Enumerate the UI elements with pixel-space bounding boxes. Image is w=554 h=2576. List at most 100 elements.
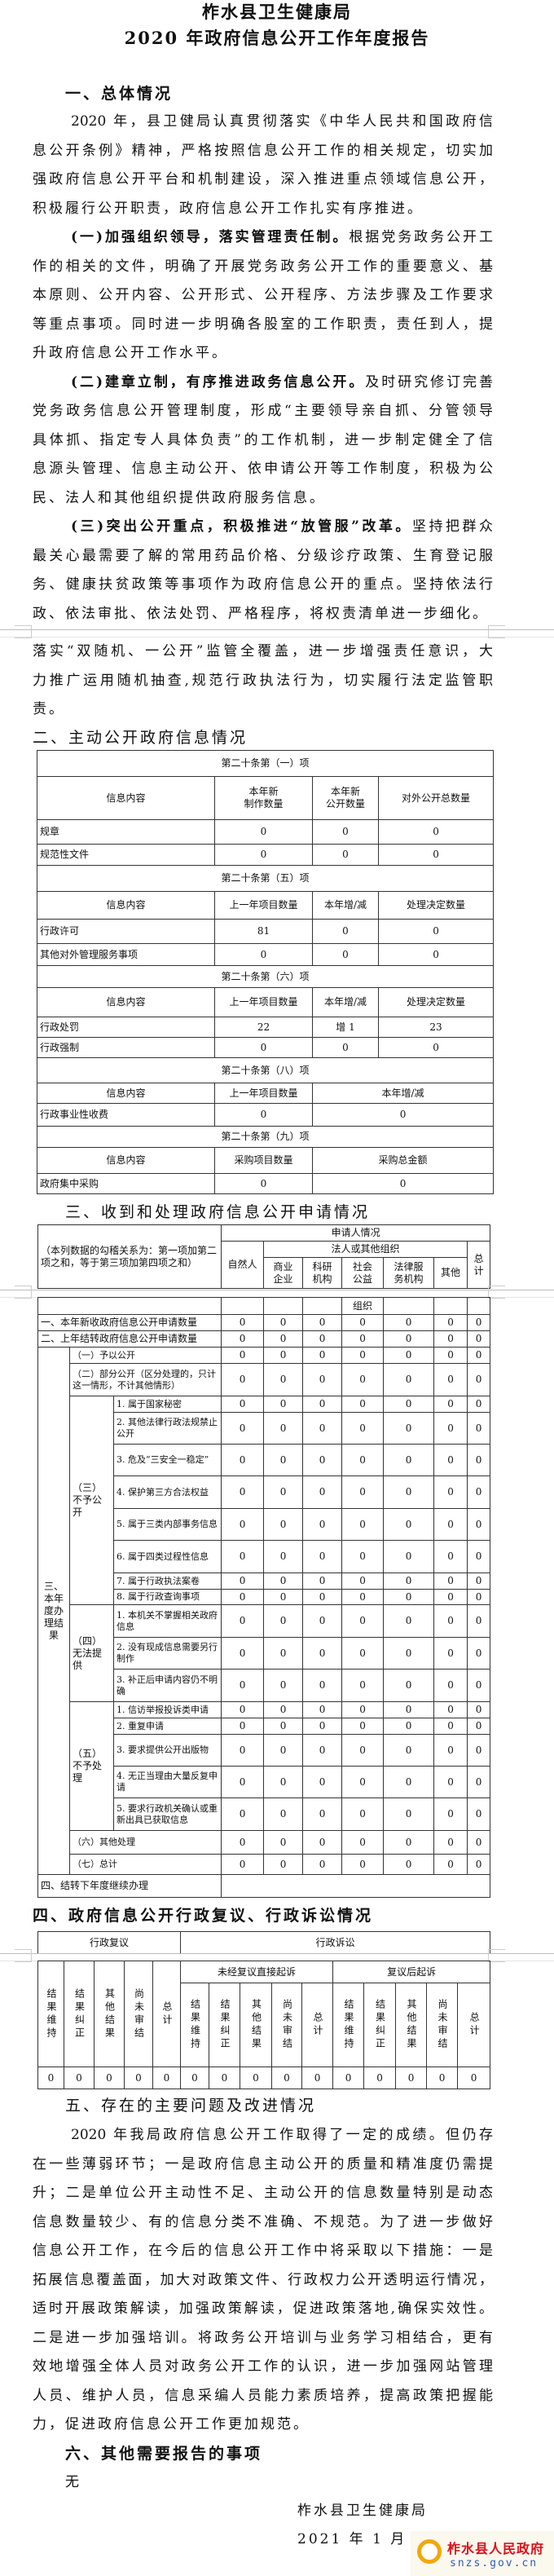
page-break [0, 625, 554, 638]
table-cell: 0 [221, 1330, 265, 1348]
column-header: 社会 公益 [341, 1257, 385, 1289]
table-cell: 0 [341, 1347, 385, 1364]
table-cell: 0 [383, 1330, 435, 1348]
table-cell: 0 [221, 1734, 265, 1767]
paragraph-line: 积极履行公开职责，政府信息公开工作扎实有序推进。 [33, 200, 424, 217]
column-header: 结果维持 [332, 1983, 365, 2067]
table-cell: 0 [467, 1396, 491, 1413]
column-header: 对外公开总数量 [377, 776, 495, 820]
block-title-row: 第二十条第（六）项 [36, 965, 495, 988]
row-label: 8. 属于行政查询事项 [112, 1589, 222, 1605]
header-row: 结果维持 结果纠正 其他结果 尚未审结 总计 未经复议直接起诉 复议后起诉 [37, 1961, 491, 2067]
table-cell: 0 [383, 1637, 435, 1670]
section-3-heading: 三、收到和处理政府信息公开申请情况 [65, 1203, 371, 1221]
paragraph-line: 责。 [33, 701, 65, 717]
table-cell: 0 [221, 1540, 265, 1573]
table-cell: 行政处罚 [37, 1017, 215, 1038]
table-cell: 0 [302, 1854, 343, 1875]
table-cell: 0 [467, 1637, 491, 1670]
table-row: 四、结转下年度继续办理 [37, 1874, 491, 1898]
table-row: 行政许可 81 0 0 [37, 919, 495, 944]
table-cell: 0 [433, 1589, 468, 1605]
table-cell: 0 [433, 1412, 468, 1445]
table-cell: 0 [263, 1589, 304, 1605]
table-row: 3. 危及“三安全一稳定” 0 0 0 0 0 0 0 [38, 1444, 491, 1476]
table-cell: 0 [152, 2067, 181, 2089]
note-cell: （本列数据的勾稽关系为：第一项加第二项之和，等于第三项加第四项之和） [37, 1224, 222, 1289]
table-cell: 0 [221, 1314, 265, 1331]
section-1-body: 2020 年，县卫健局认真贯彻落实《中华人民共和国政府信 息公开条例》精神，严格按… [33, 108, 493, 629]
table-cell: 0 [433, 1330, 468, 1348]
column-header: 总计 [301, 1983, 334, 2067]
column-header: 处理决定数量 [377, 987, 495, 1017]
column-header: 商业 企业 [263, 1257, 304, 1289]
table-row: 7. 属于行政执法案卷 0 0 0 0 0 0 0 [38, 1573, 491, 1590]
table-cell [221, 1874, 491, 1898]
paragraph-line: 本原则、公开内容、公开形式、公开程序、方法步骤及工作要求 [33, 287, 493, 303]
table-cell: 0 [433, 1475, 468, 1509]
paragraph-line: (二)建章立制，有序推进政务信息公开。及时研究修订完善 [33, 368, 493, 398]
table-cell: 0 [433, 1718, 468, 1735]
table-cell: 0 [467, 1797, 491, 1831]
table-cell: 0 [271, 2067, 302, 2089]
table-cell: 0 [263, 1330, 304, 1348]
table-cell: 0 [377, 919, 495, 944]
table-cell: 0 [383, 1718, 435, 1735]
sun-logo-icon [417, 2539, 442, 2564]
table-cell: 0 [221, 1669, 265, 1702]
table-cell: 0 [263, 1573, 304, 1590]
table-cell: 0 [221, 1589, 265, 1605]
paragraph-text: 坚持把群众 [411, 518, 493, 535]
table-cell: 0 [341, 1540, 385, 1573]
block-title: 第二十条第（六）项 [36, 965, 495, 988]
table-cell: 0 [383, 1766, 435, 1798]
row-label: 4. 无正当理由大量反复申请 [112, 1766, 222, 1798]
table-cell: 政府集中采购 [37, 1173, 215, 1194]
table-cell: 0 [221, 1718, 265, 1735]
row-label: 7. 属于行政执法案卷 [112, 1573, 222, 1590]
table-cell: 0 [312, 844, 379, 866]
table-cell: 0 [312, 943, 379, 966]
table-cell: 规章 [37, 819, 215, 845]
table-cell: 0 [433, 1444, 468, 1476]
paragraph-line: 效地增强全体人员对政务公开工作的认识，进一步加强网站管理 [33, 2358, 493, 2375]
column-header: 信息内容 [37, 1147, 215, 1174]
table-cell: 0 [433, 1540, 468, 1573]
section-1-body-continued: 落实“双随机、一公开”监管全覆盖，进一步增强责任意识，大 力推广运用随机抽查,规范… [33, 637, 493, 725]
table-row: 行政事业性收费 0 0 [37, 1103, 495, 1127]
row-label: 3. 补正后申请内容仍不明确 [112, 1669, 222, 1702]
section-5-body: 2020 年我局政府信息公开工作取得了一定的成绩。但仍存 在一些薄弱环节；一是政府… [33, 2121, 493, 2440]
table-cell: 0 [221, 1637, 265, 1670]
paragraph-line: 息源头管理、信息主动公开、依申请公开等工作制度，积极为公 [33, 461, 493, 477]
table-cell: 0 [302, 1830, 343, 1855]
table-cell: 0 [467, 1734, 491, 1767]
table-row: （六）其他处理 0 0 0 0 0 0 0 [38, 1830, 491, 1855]
table-cell: 0 [383, 1396, 435, 1413]
table-cell: 0 [341, 1412, 385, 1445]
row-label: 1. 信访举报投诉类申请 [112, 1701, 222, 1718]
table-cell: 0 [433, 1797, 468, 1831]
table-cell: 0 [383, 1734, 435, 1767]
column-header: 自然人 [221, 1241, 265, 1289]
header-row: 信息内容 上一年项目数量 本年增/减 处理决定数量 [37, 987, 495, 1017]
header-row: 信息内容 采购项目数量 采购总金额 [37, 1147, 495, 1174]
row-subgroup-label: （四）无法提供 [69, 1604, 114, 1702]
table-cell: 0 [341, 1701, 385, 1718]
section-6-body: 无 [65, 2474, 81, 2490]
column-header [302, 1297, 343, 1315]
table-cell: 0 [263, 1637, 304, 1670]
table-cell: 0 [302, 1412, 343, 1445]
table-cell: 0 [383, 1604, 435, 1638]
row-label: （七）总计 [68, 1854, 222, 1875]
paragraph-line: 2020 年我局政府信息公开工作取得了一定的成绩。但仍存 [71, 2127, 493, 2143]
table-cell: 0 [302, 1363, 343, 1396]
table-cell: 0 [214, 819, 313, 845]
table-cell: 0 [302, 1766, 343, 1798]
column-header: 结果维持 [37, 1961, 64, 2067]
table-cell: 0 [383, 1854, 435, 1875]
table-cell: 0 [302, 1701, 343, 1718]
table-cell: 81 [214, 919, 313, 944]
table-cell: 0 [383, 1701, 435, 1718]
column-header: 本年新 制作数量 [214, 776, 313, 820]
table-cell: 0 [124, 2067, 153, 2089]
